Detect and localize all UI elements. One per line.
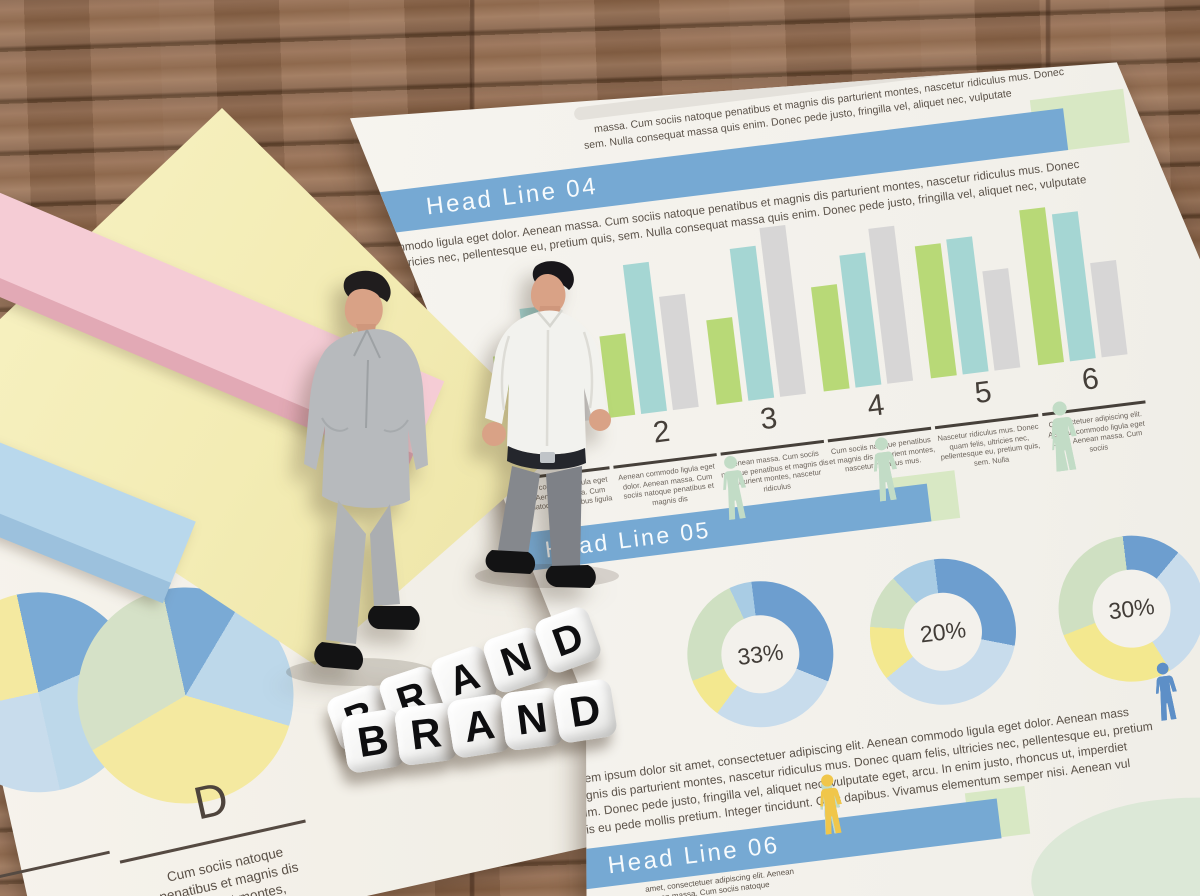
figurine-businessman-suit [286, 270, 434, 686]
letter-die-D: D [551, 677, 619, 745]
figurine-businessman-shirt [475, 261, 619, 588]
